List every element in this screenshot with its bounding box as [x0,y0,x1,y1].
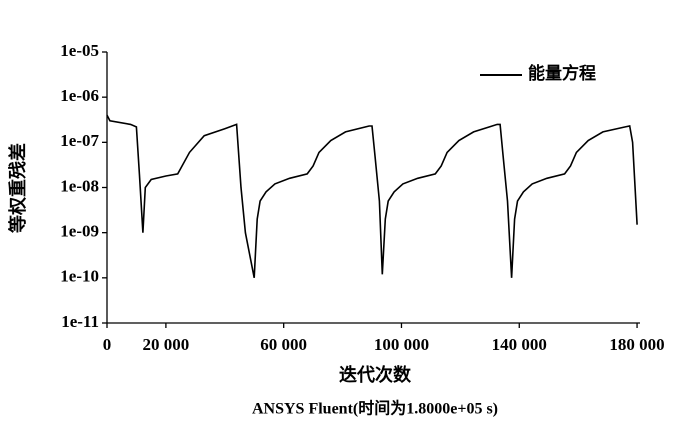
x-tick-label: 100 000 [374,335,429,354]
y-tick-label: 1e-11 [61,312,99,331]
y-tick-label: 1e-05 [60,41,99,60]
line-series [106,114,638,278]
y-tick-label: 1e-10 [60,267,99,286]
x-tick-label: 180 000 [609,335,664,354]
y-tick-label: 1e-07 [60,131,99,150]
y-axis-label: 等权重残差 [7,143,28,233]
chart-title: ANSYS Fluent(时间为1.8000e+05 s) [252,399,498,418]
x-axis-label: 迭代次数 [339,364,412,385]
x-tick-label: 20 000 [143,335,190,354]
y-tick-label: 1e-06 [60,86,99,105]
y-tick-label: 1e-08 [60,176,99,195]
x-tick-label: 60 000 [260,335,307,354]
x-tick-label: 140 000 [492,335,547,354]
y-tick-label: 1e-09 [60,222,99,241]
legend-label: 能量方程 [528,63,596,83]
x-tick-label: 0 [103,335,112,354]
